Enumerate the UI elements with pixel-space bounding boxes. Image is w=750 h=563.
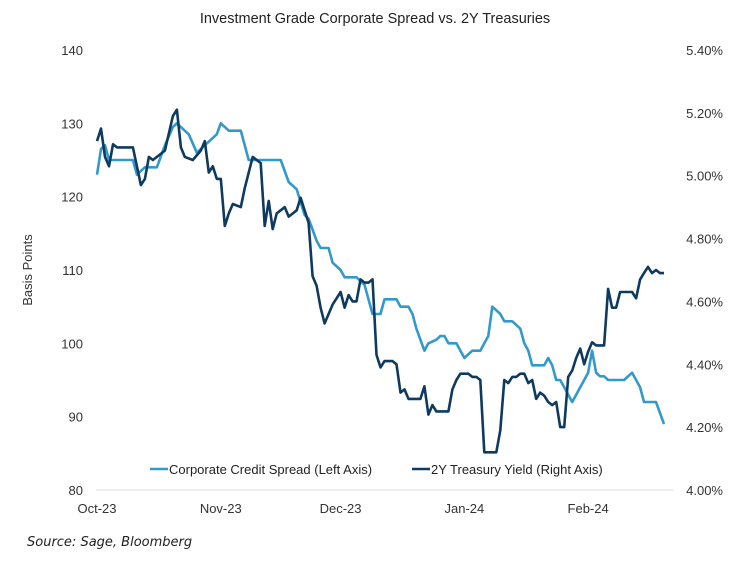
y-tick-label-right: 5.00% [686, 169, 723, 184]
y-tick-label-left: 140 [61, 43, 83, 58]
source-note: Source: Sage, Bloomberg [27, 535, 193, 550]
y-tick-label-left: 120 [61, 190, 83, 205]
y-tick-label-left: 110 [62, 263, 83, 278]
y-tick-label-left: 80 [69, 483, 83, 498]
y-tick-label-right: 4.00% [686, 483, 723, 498]
legend-label-spread: Corporate Credit Spread (Left Axis) [169, 462, 372, 477]
y-tick-label-left: 130 [61, 116, 83, 131]
x-tick-label: Dec-23 [320, 501, 362, 516]
series-line-corporate-credit-spread [95, 122, 666, 425]
x-tick-label: Nov-23 [200, 501, 242, 516]
legend: Corporate Credit Spread (Left Axis) 2Y T… [150, 462, 603, 477]
y-tick-label-right: 4.40% [686, 357, 723, 372]
x-tick-label: Feb-24 [568, 501, 609, 516]
y-ticks-left: 80 90 100 110 120 130 140 [61, 43, 83, 498]
y-tick-label-right: 4.80% [686, 232, 723, 247]
series-group [95, 108, 666, 454]
y-tick-label-right: 4.60% [686, 294, 723, 309]
y-tick-label-right: 4.20% [686, 420, 723, 435]
series-line-2y-treasury-yield [95, 108, 664, 454]
y-tick-label-right: 5.20% [686, 106, 723, 121]
x-ticks: Oct-23 Nov-23 Dec-23 Jan-24 Feb-24 [77, 501, 608, 516]
y-tick-label-left: 100 [61, 336, 83, 351]
chart-title: Investment Grade Corporate Spread vs. 2Y… [200, 11, 550, 27]
y-tick-label-right: 5.40% [686, 43, 723, 58]
x-tick-label: Oct-23 [77, 501, 116, 516]
x-tick-label: Jan-24 [444, 501, 484, 516]
y-tick-label-left: 90 [69, 410, 83, 425]
legend-label-treasury: 2Y Treasury Yield (Right Axis) [431, 462, 603, 477]
y-axis-label-left: Basis Points [20, 234, 35, 306]
y-ticks-right: 4.00% 4.20% 4.40% 4.60% 4.80% 5.00% 5.20% 5.40% [686, 43, 723, 498]
